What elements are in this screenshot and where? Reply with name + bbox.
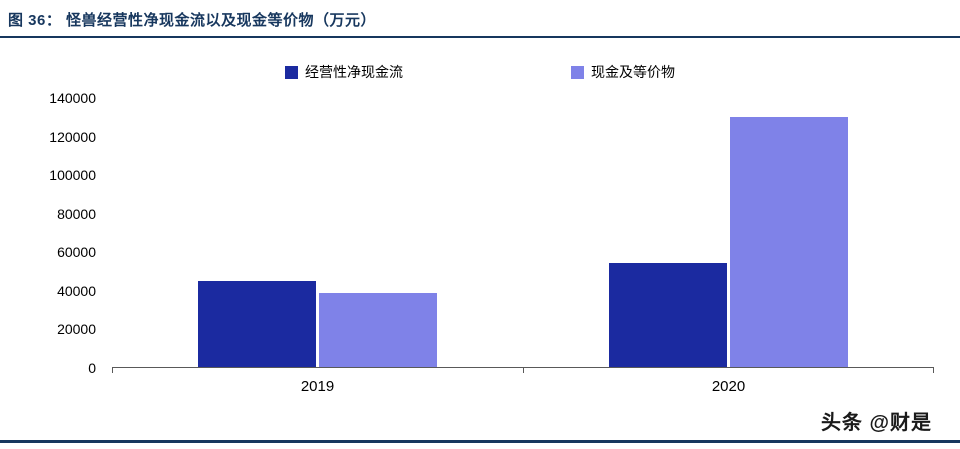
bar-2020-series-1	[609, 263, 727, 367]
y-axis: 0 20000 40000 60000 80000 100000 120000 140000	[0, 90, 104, 376]
bar-2020-series-2	[730, 117, 848, 367]
bar-groups	[112, 98, 934, 367]
y-tick-label: 20000	[57, 321, 96, 338]
figure-title: 图 36： 怪兽经营性净现金流以及现金等价物（万元）	[8, 12, 377, 29]
chart-legend: 经营性净现金流 现金及等价物	[0, 62, 960, 82]
legend-label-operating-cashflow: 经营性净现金流	[305, 64, 403, 80]
bar-group-2020	[523, 98, 934, 367]
bottom-divider	[0, 440, 960, 443]
legend-item-cash-equivalents: 现金及等价物	[571, 62, 675, 82]
plot-area	[112, 98, 934, 373]
legend-item-operating-cashflow: 经营性净现金流	[285, 62, 403, 82]
bar-2019-series-2	[319, 293, 437, 367]
y-tick-label: 40000	[57, 282, 96, 299]
watermark: 头条 @财是	[820, 412, 932, 434]
y-tick-label: 80000	[57, 205, 96, 222]
legend-swatch-operating-cashflow	[285, 65, 298, 79]
x-tick-label-2019: 2019	[300, 378, 335, 395]
y-tick-label: 0	[88, 360, 96, 376]
legend-label-cash-equivalents: 现金及等价物	[591, 64, 675, 80]
x-axis-labels: 2019 2020	[112, 378, 934, 395]
bar-group-2019	[112, 98, 523, 367]
x-axis-tick	[112, 367, 113, 373]
y-tick-label: 140000	[49, 90, 96, 106]
x-tick-label-2020: 2020	[711, 378, 746, 395]
x-axis-tick	[523, 367, 524, 373]
y-tick-label: 100000	[49, 167, 96, 184]
y-tick-label: 60000	[57, 244, 96, 261]
bar-2019-series-1	[198, 280, 316, 367]
y-tick-label: 120000	[49, 128, 96, 145]
title-divider	[0, 36, 960, 38]
legend-swatch-cash-equivalents	[571, 65, 584, 79]
x-axis-tick	[933, 367, 934, 373]
